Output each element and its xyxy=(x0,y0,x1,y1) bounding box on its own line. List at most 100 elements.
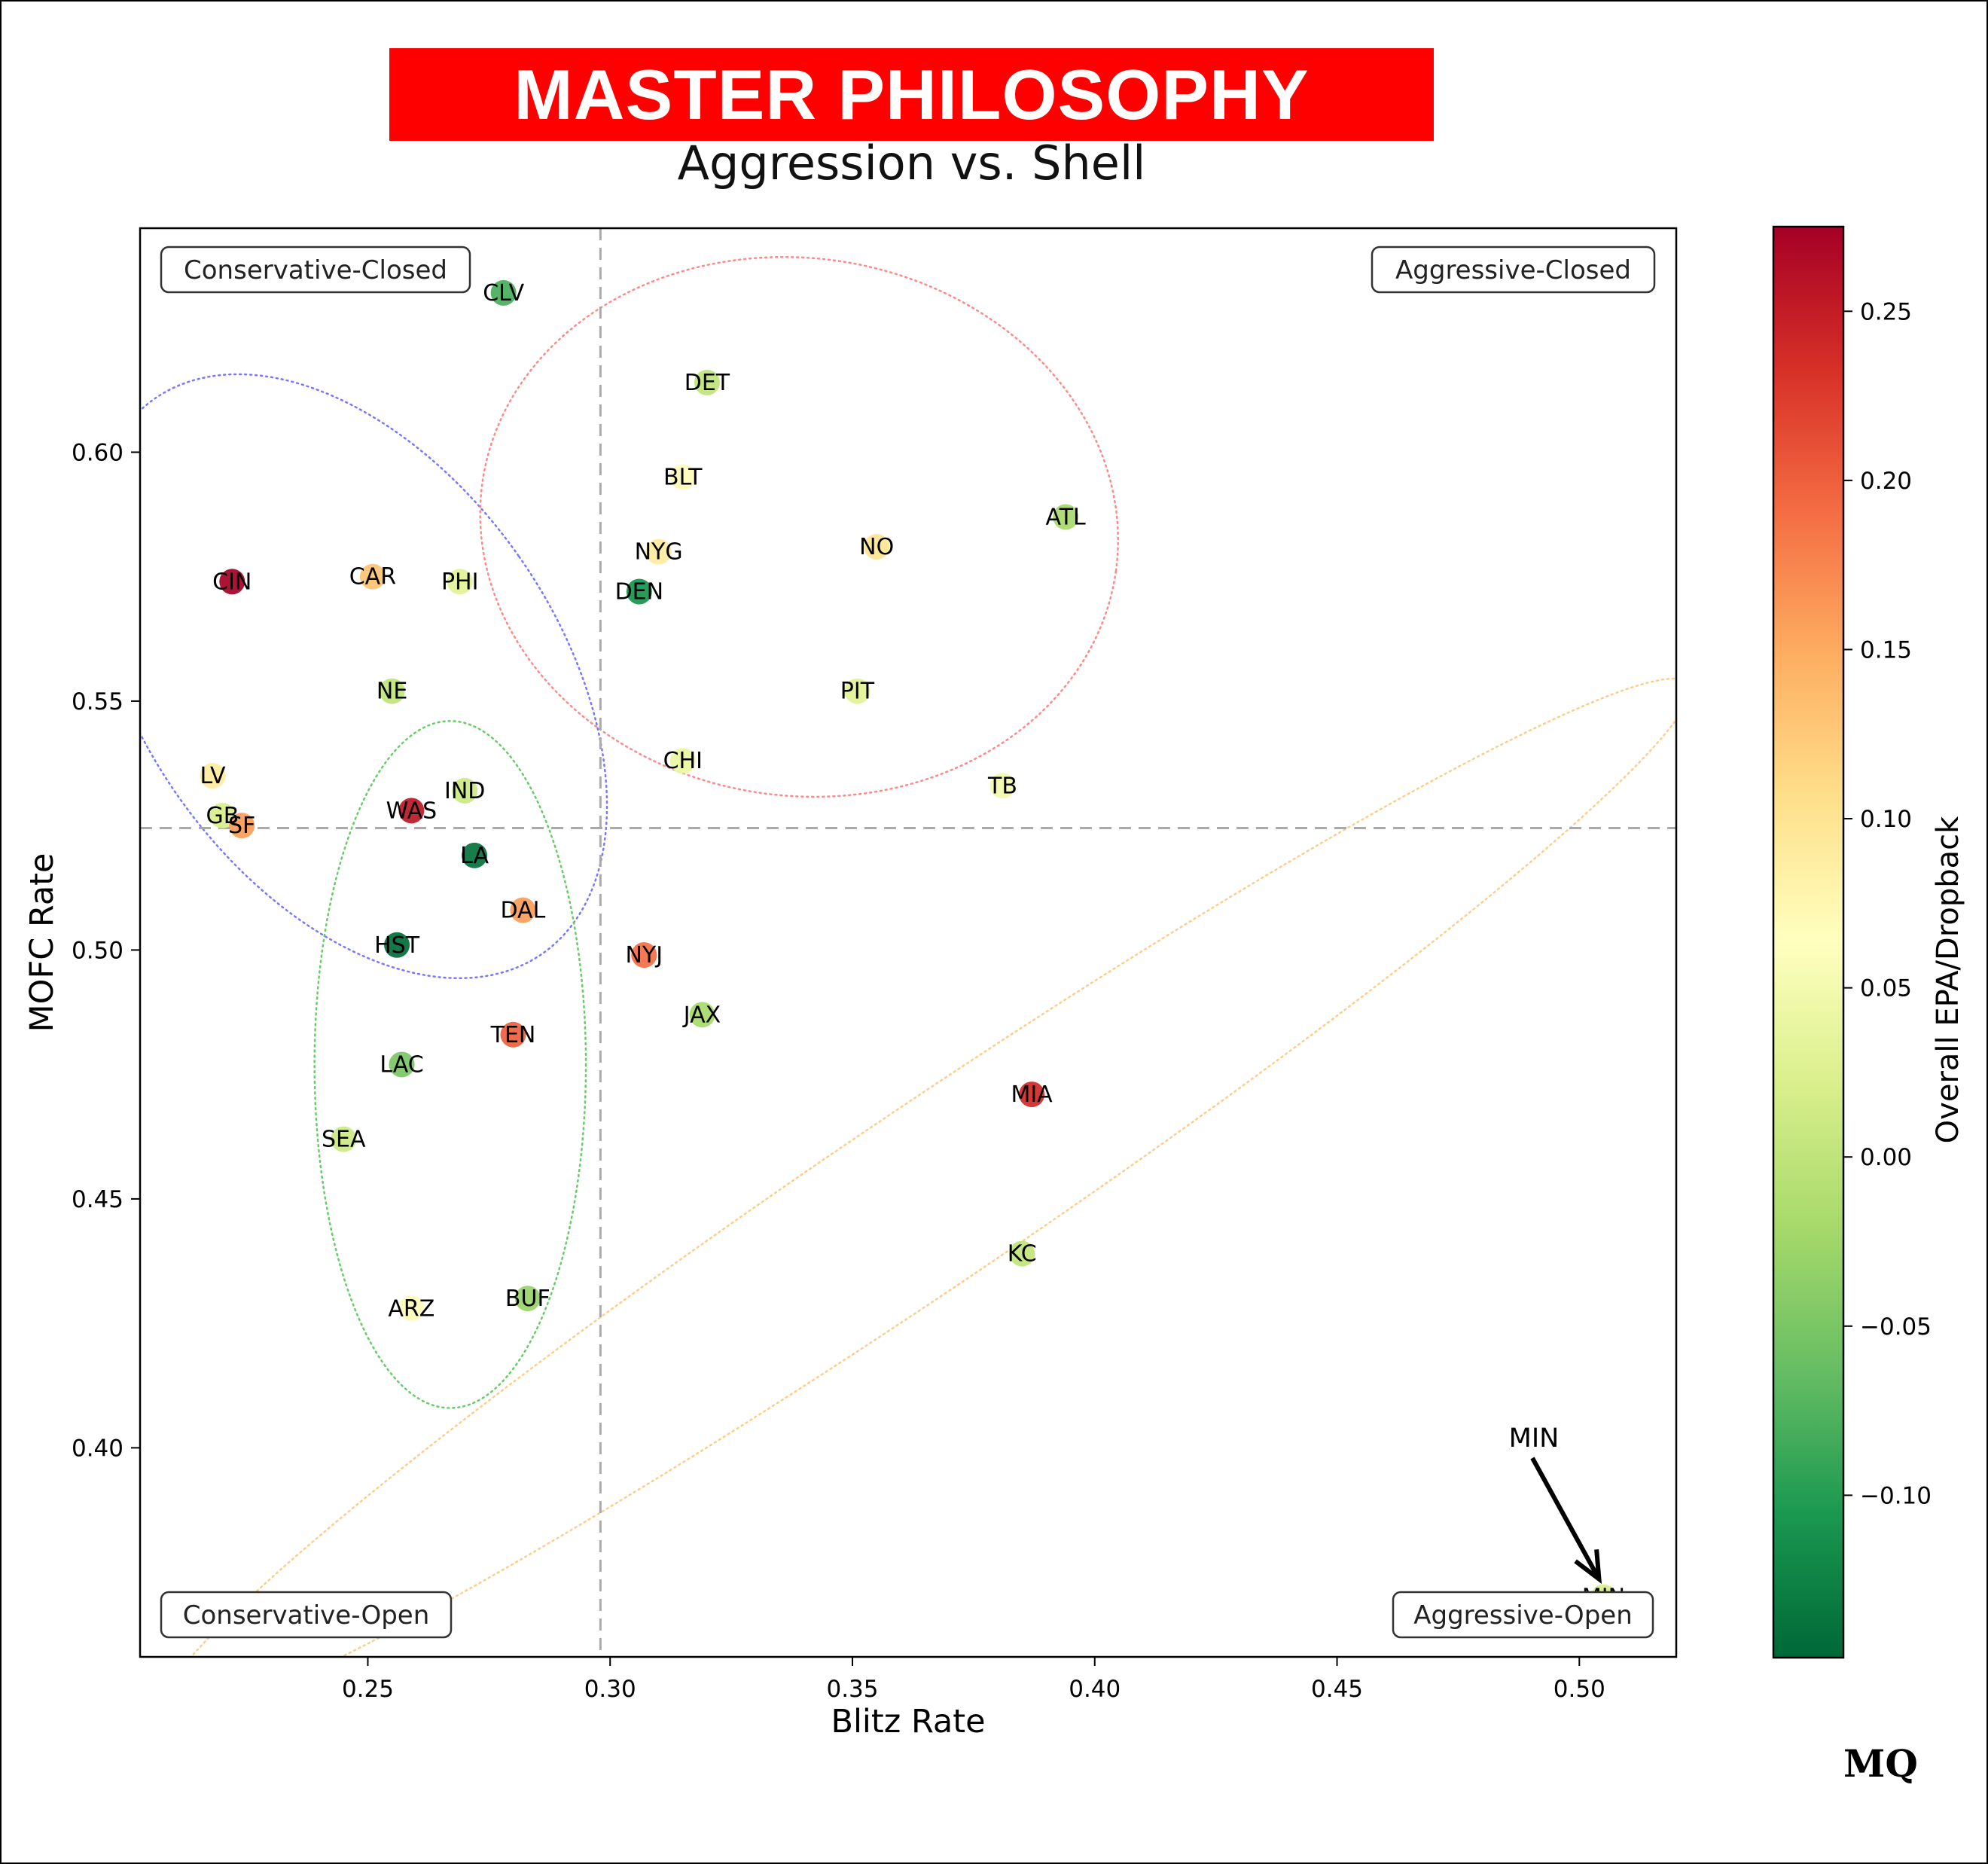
quadrant-label-box xyxy=(160,246,471,294)
cluster-ellipse-3 xyxy=(313,720,587,1409)
point-label-kc: KC xyxy=(1008,1241,1037,1268)
point-pit xyxy=(844,678,871,704)
y-tick-label: 0.40 xyxy=(72,1435,123,1462)
x-tick-label: 0.50 xyxy=(1554,1676,1605,1703)
point-nyg xyxy=(645,538,672,565)
point-label-sea: SEA xyxy=(322,1127,366,1153)
chart-subtitle: Aggression vs. Shell xyxy=(677,136,1146,191)
mq-logo: MQ xyxy=(1843,1741,1918,1786)
colorbar-tick-label: −0.10 xyxy=(1860,1482,1932,1509)
point-label-la: LA xyxy=(460,843,489,869)
colorbar-tick-label: 0.00 xyxy=(1860,1144,1912,1171)
point-label-ne: NE xyxy=(377,679,407,705)
colorbar-tick-label: 0.25 xyxy=(1860,298,1912,325)
point-ten xyxy=(500,1021,526,1048)
point-gb xyxy=(209,802,236,828)
point-den xyxy=(626,578,652,605)
point-label-car: CAR xyxy=(349,564,396,590)
point-label-ten: TEN xyxy=(490,1022,536,1048)
point-label-nyg: NYG xyxy=(635,539,683,566)
point-label-sf: SF xyxy=(228,813,255,839)
cluster-ellipse-4 xyxy=(159,677,1676,1657)
y-tick-label: 0.45 xyxy=(72,1186,123,1213)
quadrant-label: Aggressive-Closed xyxy=(1395,255,1631,285)
quadrant-label: Conservative-Closed xyxy=(184,255,447,285)
plot-area-border xyxy=(139,227,1678,1658)
point-label-dal: DAL xyxy=(500,898,545,924)
cluster-ellipse-1 xyxy=(140,373,608,980)
x-tick-label: 0.30 xyxy=(584,1676,636,1703)
point-mia xyxy=(1019,1081,1045,1108)
point-label-ind: IND xyxy=(444,778,485,804)
point-tb xyxy=(989,773,1016,799)
point-la xyxy=(462,842,488,868)
chart-title: MASTER PHILOSOPHY xyxy=(514,55,1310,134)
colorbar-label: Overall EPA/Dropback xyxy=(1931,816,1965,1143)
point-label-lv: LV xyxy=(200,763,226,789)
point-dal xyxy=(510,897,536,923)
y-axis-label: MOFC Rate xyxy=(23,853,61,1033)
point-label-hst: HST xyxy=(374,932,420,959)
point-label-was: WAS xyxy=(386,798,438,824)
point-label-no: NO xyxy=(859,534,894,560)
point-phi xyxy=(447,569,473,595)
point-hst xyxy=(384,932,410,958)
point-label-lac: LAC xyxy=(380,1051,423,1078)
point-label-mia: MIA xyxy=(1011,1081,1053,1108)
annotation-arrow-shaft xyxy=(1530,1457,1602,1581)
point-buf xyxy=(514,1286,541,1312)
point-label-cin: CIN xyxy=(212,569,252,595)
colorbar-tick-label: 0.20 xyxy=(1860,468,1912,495)
point-label-den: DEN xyxy=(615,579,664,606)
x-axis-label: Blitz Rate xyxy=(831,1703,985,1740)
x-tick-label: 0.40 xyxy=(1069,1676,1121,1703)
point-was xyxy=(398,798,425,824)
title-banner xyxy=(389,48,1434,141)
point-label-chi: CHI xyxy=(663,748,703,774)
point-label-blt: BLT xyxy=(663,464,703,490)
point-clv xyxy=(490,279,517,306)
quadrant-label-box xyxy=(1392,1591,1654,1639)
point-jax xyxy=(689,1002,715,1028)
point-ne xyxy=(379,678,405,704)
quadrant-label-box xyxy=(160,1591,453,1639)
point-sea xyxy=(331,1126,357,1152)
annotation-arrow-head xyxy=(1574,1549,1602,1585)
point-det xyxy=(694,369,720,395)
quadrant-label-box xyxy=(1371,246,1656,294)
x-tick-label: 0.35 xyxy=(826,1676,878,1703)
point-car xyxy=(359,563,386,590)
point-cin xyxy=(219,569,245,595)
point-label-clv: CLV xyxy=(483,280,524,307)
point-label-pit: PIT xyxy=(840,679,875,705)
point-kc xyxy=(1009,1240,1035,1267)
point-arz xyxy=(398,1295,425,1322)
colorbar-tick-label: 0.05 xyxy=(1860,975,1912,1002)
y-tick-label: 0.55 xyxy=(72,688,123,715)
point-atl xyxy=(1053,504,1079,530)
point-blt xyxy=(669,464,696,490)
point-label-tb: TB xyxy=(987,773,1017,799)
point-label-atl: ATL xyxy=(1046,504,1087,530)
point-label-buf: BUF xyxy=(505,1286,550,1312)
point-label-nyj: NYJ xyxy=(625,942,663,969)
colorbar-tick-label: 0.15 xyxy=(1860,636,1912,664)
y-tick-label: 0.50 xyxy=(72,937,123,964)
colorbar xyxy=(1772,225,1845,1659)
quadrant-label: Aggressive-Open xyxy=(1413,1600,1633,1631)
point-label-phi: PHI xyxy=(441,569,479,595)
colorbar-tick-label: 0.10 xyxy=(1860,806,1912,833)
point-nyj xyxy=(631,942,657,969)
point-label-arz: ARZ xyxy=(388,1295,434,1322)
point-lac xyxy=(389,1051,415,1078)
quadrant-label: Conservative-Open xyxy=(183,1600,430,1631)
point-lv xyxy=(200,763,226,789)
x-tick-label: 0.45 xyxy=(1311,1676,1363,1703)
point-chi xyxy=(669,748,696,774)
point-label-gb: GB xyxy=(206,803,239,829)
point-no xyxy=(864,534,890,560)
annotation-label: MIN xyxy=(1509,1423,1560,1454)
x-tick-label: 0.25 xyxy=(342,1676,394,1703)
